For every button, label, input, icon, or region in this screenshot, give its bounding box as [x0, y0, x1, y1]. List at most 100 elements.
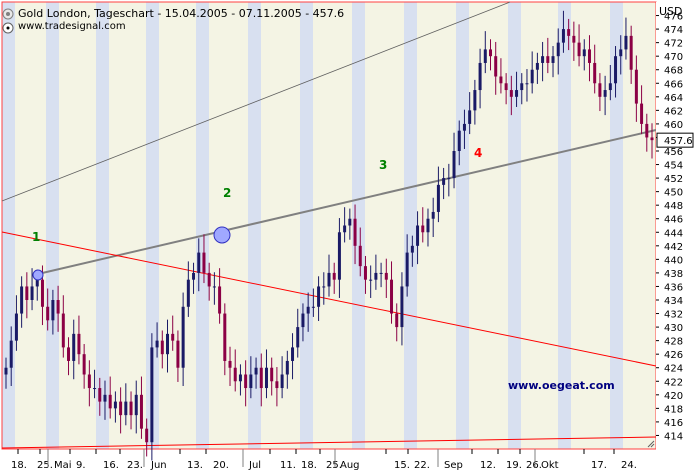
- y-tick-label: 432: [664, 310, 683, 321]
- y-tick-label: 438: [664, 269, 683, 280]
- bar-body: [358, 245, 362, 267]
- bar-body: [582, 49, 586, 57]
- bar-body: [343, 225, 347, 233]
- bar-body: [525, 83, 529, 85]
- bar-body: [551, 56, 555, 63]
- bar-body: [468, 110, 472, 124]
- chart-title: Gold London, Tageschart - 15.04.2005 - 0…: [18, 7, 345, 20]
- bar-body: [634, 69, 638, 104]
- y-tick-label: 474: [664, 25, 683, 36]
- bar-body: [556, 42, 560, 57]
- bar-body: [614, 56, 618, 84]
- bar-body: [369, 279, 373, 281]
- y-tick-label: 440: [664, 255, 683, 266]
- bar-body: [197, 252, 201, 273]
- bar-body: [494, 56, 498, 77]
- bar-body: [462, 123, 466, 131]
- bar-body: [650, 137, 654, 141]
- axes: 4144164184204224244264284304324344364384…: [11, 2, 694, 471]
- week-stripe: [352, 2, 365, 449]
- y-tick-label: 436: [664, 282, 683, 293]
- bar-body: [192, 272, 196, 280]
- bar-body: [629, 35, 633, 70]
- bar-body: [410, 245, 414, 253]
- bar-body: [238, 374, 242, 382]
- bar-body: [67, 347, 71, 361]
- y-tick-label: 422: [664, 377, 683, 388]
- bar-body: [306, 306, 310, 314]
- week-stripe: [558, 2, 571, 449]
- bar-body: [61, 313, 65, 348]
- bar-body: [400, 286, 404, 328]
- week-stripe: [2, 2, 15, 449]
- week-stripe: [300, 2, 313, 449]
- bar-body: [515, 90, 519, 97]
- x-month-label: Sep: [444, 460, 463, 471]
- bar-body: [134, 394, 138, 416]
- x-day-label: 13.: [187, 460, 203, 471]
- resize-handle-icon[interactable]: [647, 440, 655, 448]
- y-tick-label: 466: [664, 79, 683, 90]
- bar-body: [249, 374, 253, 389]
- bar-body: [160, 340, 164, 355]
- x-day-label: 9.: [76, 460, 86, 471]
- bar-body: [30, 286, 34, 300]
- x-day-label: 25.: [326, 460, 342, 471]
- bar-body: [51, 300, 55, 321]
- bar-body: [4, 367, 8, 375]
- y-tick-label: 416: [664, 418, 683, 429]
- bar-body: [259, 367, 263, 389]
- bar-body: [155, 340, 159, 348]
- watermark: www.oegeat.com: [508, 379, 615, 392]
- week-stripe: [404, 2, 417, 449]
- week-stripe: [196, 2, 209, 449]
- bar-body: [608, 83, 612, 91]
- bar-body: [405, 252, 409, 287]
- x-day-label: 15.: [394, 460, 410, 471]
- bar-body: [181, 306, 185, 368]
- bar-body: [20, 286, 24, 314]
- bar-body: [108, 394, 112, 409]
- bar-body: [77, 333, 81, 355]
- y-tick-label: 470: [664, 52, 683, 63]
- y-tick-label: 434: [664, 296, 683, 307]
- x-day-label: 11.: [280, 460, 296, 471]
- bar-body: [598, 83, 602, 97]
- wave-2-marker[interactable]: [213, 226, 231, 244]
- bar-body: [317, 286, 321, 307]
- bar-body: [223, 313, 227, 361]
- y-tick-label: 426: [664, 350, 683, 361]
- week-stripe: [456, 2, 469, 449]
- bar-body: [186, 279, 190, 307]
- bar-body: [442, 178, 446, 185]
- bar-body: [624, 35, 628, 50]
- bar-body: [587, 49, 591, 63]
- y-tick-label: 468: [664, 66, 683, 77]
- bar-body: [509, 90, 513, 97]
- bar-body: [520, 83, 524, 91]
- info-icon[interactable]: [2, 22, 14, 34]
- bar-body: [541, 56, 545, 63]
- bottom-fan-line: [1, 436, 657, 449]
- support-trend-line: [37, 129, 657, 275]
- wave-1-marker[interactable]: [32, 269, 44, 281]
- background-stripes: [1, 1, 657, 450]
- bar-body: [447, 178, 451, 180]
- upper-channel-line: [1, 1, 511, 202]
- bar-body: [603, 90, 607, 97]
- bar-body: [129, 401, 133, 416]
- bar-body: [421, 225, 425, 233]
- settings-icon[interactable]: [2, 8, 14, 20]
- bar-body: [337, 232, 341, 280]
- y-tick-label: 472: [664, 39, 683, 50]
- y-tick-label: 462: [664, 106, 683, 117]
- bar-body: [82, 354, 86, 375]
- bar-body: [426, 218, 430, 233]
- week-stripe: [146, 2, 159, 449]
- x-day-label: 23.: [127, 460, 143, 471]
- x-month-label: Mai: [54, 460, 72, 471]
- bar-body: [577, 42, 581, 57]
- bar-body: [98, 388, 102, 402]
- bar-body: [322, 286, 326, 288]
